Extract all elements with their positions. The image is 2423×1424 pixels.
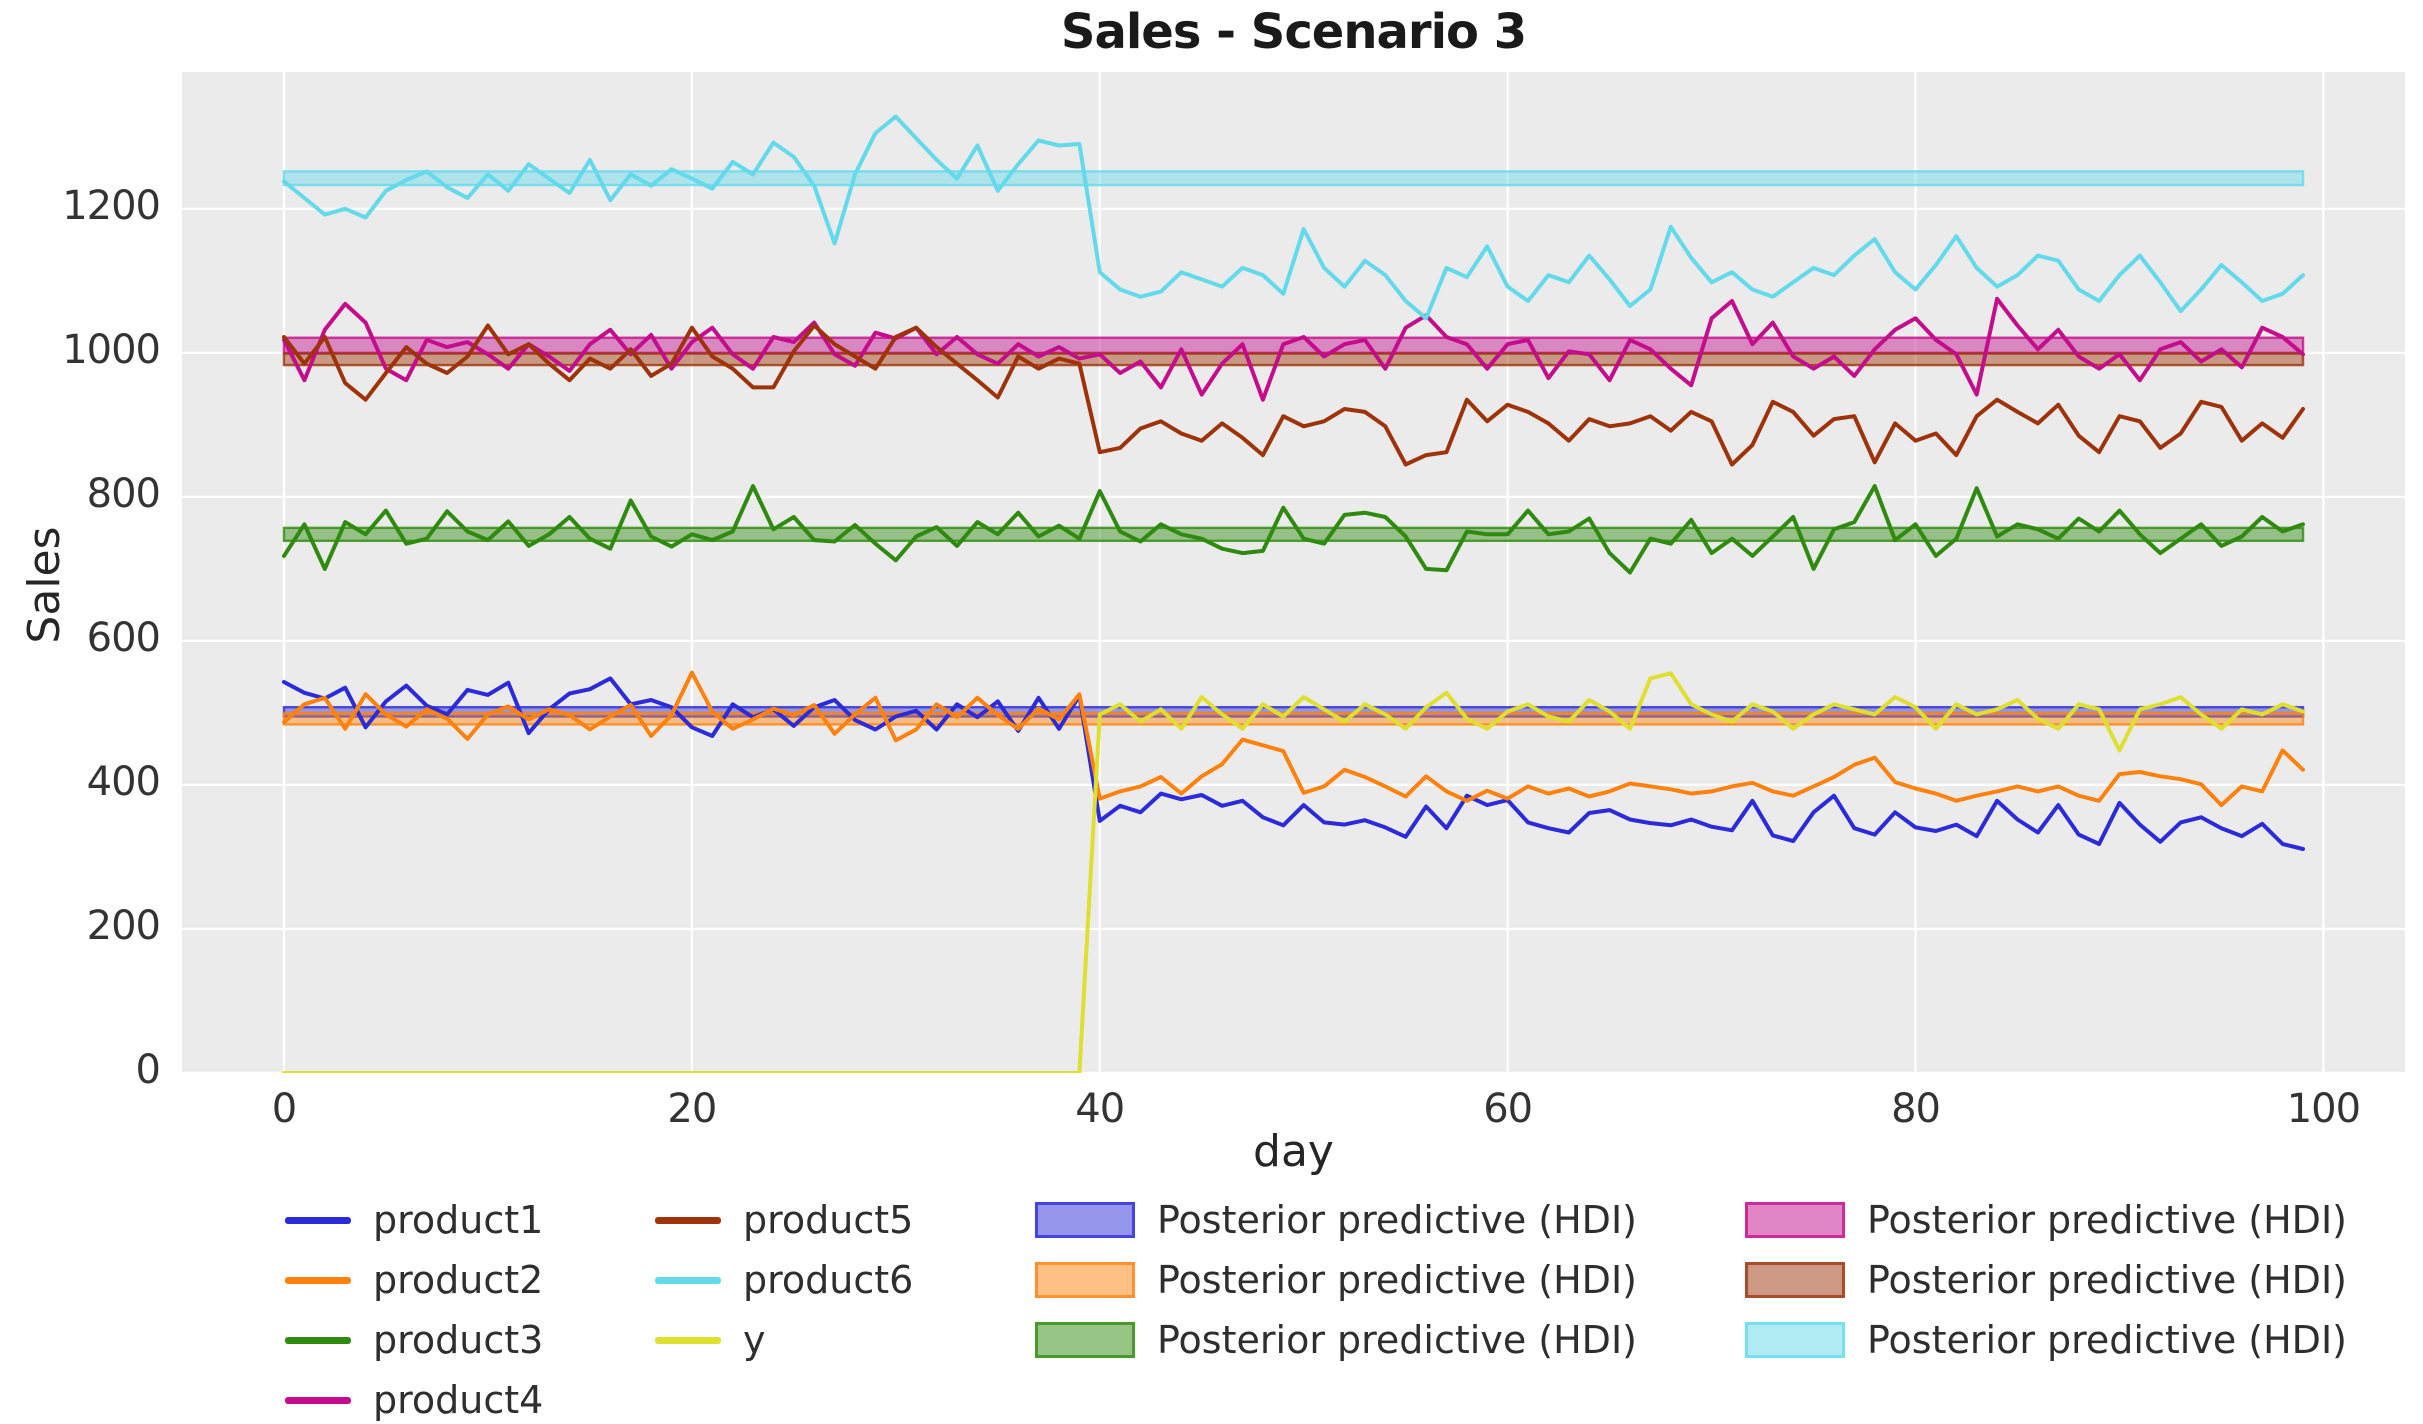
legend-item-0-0: product1 xyxy=(285,1196,543,1244)
legend-label: Posterior predictive (HDI) xyxy=(1157,1258,1637,1302)
y-tick-label-1000: 1000 xyxy=(62,326,161,373)
x-tick-label-60: 60 xyxy=(1483,1086,1533,1132)
legend-patch-swatch-2-1 xyxy=(1035,1262,1135,1298)
legend-label: Posterior predictive (HDI) xyxy=(1157,1318,1637,1362)
legend-line-swatch-product6 xyxy=(655,1276,721,1284)
line-product4 xyxy=(282,296,2305,402)
legend-patch-swatch-3-1 xyxy=(1745,1262,1845,1298)
legend-item-3-1: Posterior predictive (HDI) xyxy=(1745,1256,2347,1304)
plot-area xyxy=(182,72,2405,1073)
legend-patch-swatch-2-2 xyxy=(1035,1322,1135,1358)
legend-line-swatch-product5 xyxy=(655,1216,721,1224)
plot-svg xyxy=(182,72,2405,1073)
legend-line-swatch-product2 xyxy=(285,1276,351,1284)
x-tick-label-100: 100 xyxy=(2286,1086,2361,1132)
legend-label: product3 xyxy=(373,1318,544,1362)
legend-item-2-1: Posterior predictive (HDI) xyxy=(1035,1256,1637,1304)
legend-item-2-2: Posterior predictive (HDI) xyxy=(1035,1316,1637,1364)
line-product5 xyxy=(282,323,2305,467)
legend-label: product1 xyxy=(373,1198,544,1242)
line-product2 xyxy=(282,670,2305,808)
legend-line-swatch-y xyxy=(655,1336,721,1344)
y-axis-label: Sales xyxy=(19,526,70,644)
y-tick-label-800: 800 xyxy=(86,470,161,517)
y-tick-label-600: 600 xyxy=(86,614,161,661)
x-tick-label-40: 40 xyxy=(1075,1086,1125,1132)
legend-label: Posterior predictive (HDI) xyxy=(1867,1318,2347,1362)
x-tick-label-0: 0 xyxy=(271,1086,297,1132)
legend-patch-swatch-3-2 xyxy=(1745,1322,1845,1358)
legend-item-0-2: product3 xyxy=(285,1316,543,1364)
legend-line-swatch-product3 xyxy=(285,1336,351,1344)
legend-label: Posterior predictive (HDI) xyxy=(1867,1258,2347,1302)
legend-label: product6 xyxy=(743,1258,914,1302)
x-axis-label: day xyxy=(1253,1126,1334,1177)
legend-patch-swatch-2-0 xyxy=(1035,1202,1135,1238)
line-product1 xyxy=(282,676,2305,851)
x-tick-label-80: 80 xyxy=(1891,1086,1941,1132)
legend-item-3-0: Posterior predictive (HDI) xyxy=(1745,1196,2347,1244)
chart-title: Sales - Scenario 3 xyxy=(1060,4,1527,60)
line-product3 xyxy=(282,484,2305,575)
y-tick-label-400: 400 xyxy=(86,758,161,805)
y-tick-label-0: 0 xyxy=(135,1047,161,1093)
y-tick-label-1200: 1200 xyxy=(62,182,161,229)
legend-item-3-2: Posterior predictive (HDI) xyxy=(1745,1316,2347,1364)
legend-item-2-0: Posterior predictive (HDI) xyxy=(1035,1196,1637,1244)
legend-label: product2 xyxy=(373,1258,544,1302)
legend-item-0-3: product4 xyxy=(285,1376,543,1424)
legend-line-swatch-product1 xyxy=(285,1216,351,1224)
legend-item-1-1: product6 xyxy=(655,1256,913,1304)
hdi-band-product6 xyxy=(282,170,2305,187)
legend-label: product4 xyxy=(373,1378,544,1422)
legend-label: Posterior predictive (HDI) xyxy=(1157,1198,1637,1242)
legend-label: product5 xyxy=(743,1198,914,1242)
hdi-band-product5 xyxy=(282,352,2305,367)
hdi-band-product2 xyxy=(282,711,2305,726)
y-tick-label-200: 200 xyxy=(86,902,161,949)
line-y xyxy=(282,671,2305,1073)
legend-line-swatch-product4 xyxy=(285,1396,351,1404)
legend-label: Posterior predictive (HDI) xyxy=(1867,1198,2347,1242)
legend-item-0-1: product2 xyxy=(285,1256,543,1304)
legend-item-1-2: y xyxy=(655,1316,766,1364)
legend-item-1-0: product5 xyxy=(655,1196,913,1244)
legend-label: y xyxy=(743,1318,766,1362)
x-tick-label-20: 20 xyxy=(667,1086,717,1132)
legend-patch-swatch-3-0 xyxy=(1745,1202,1845,1238)
line-product6 xyxy=(282,114,2305,321)
